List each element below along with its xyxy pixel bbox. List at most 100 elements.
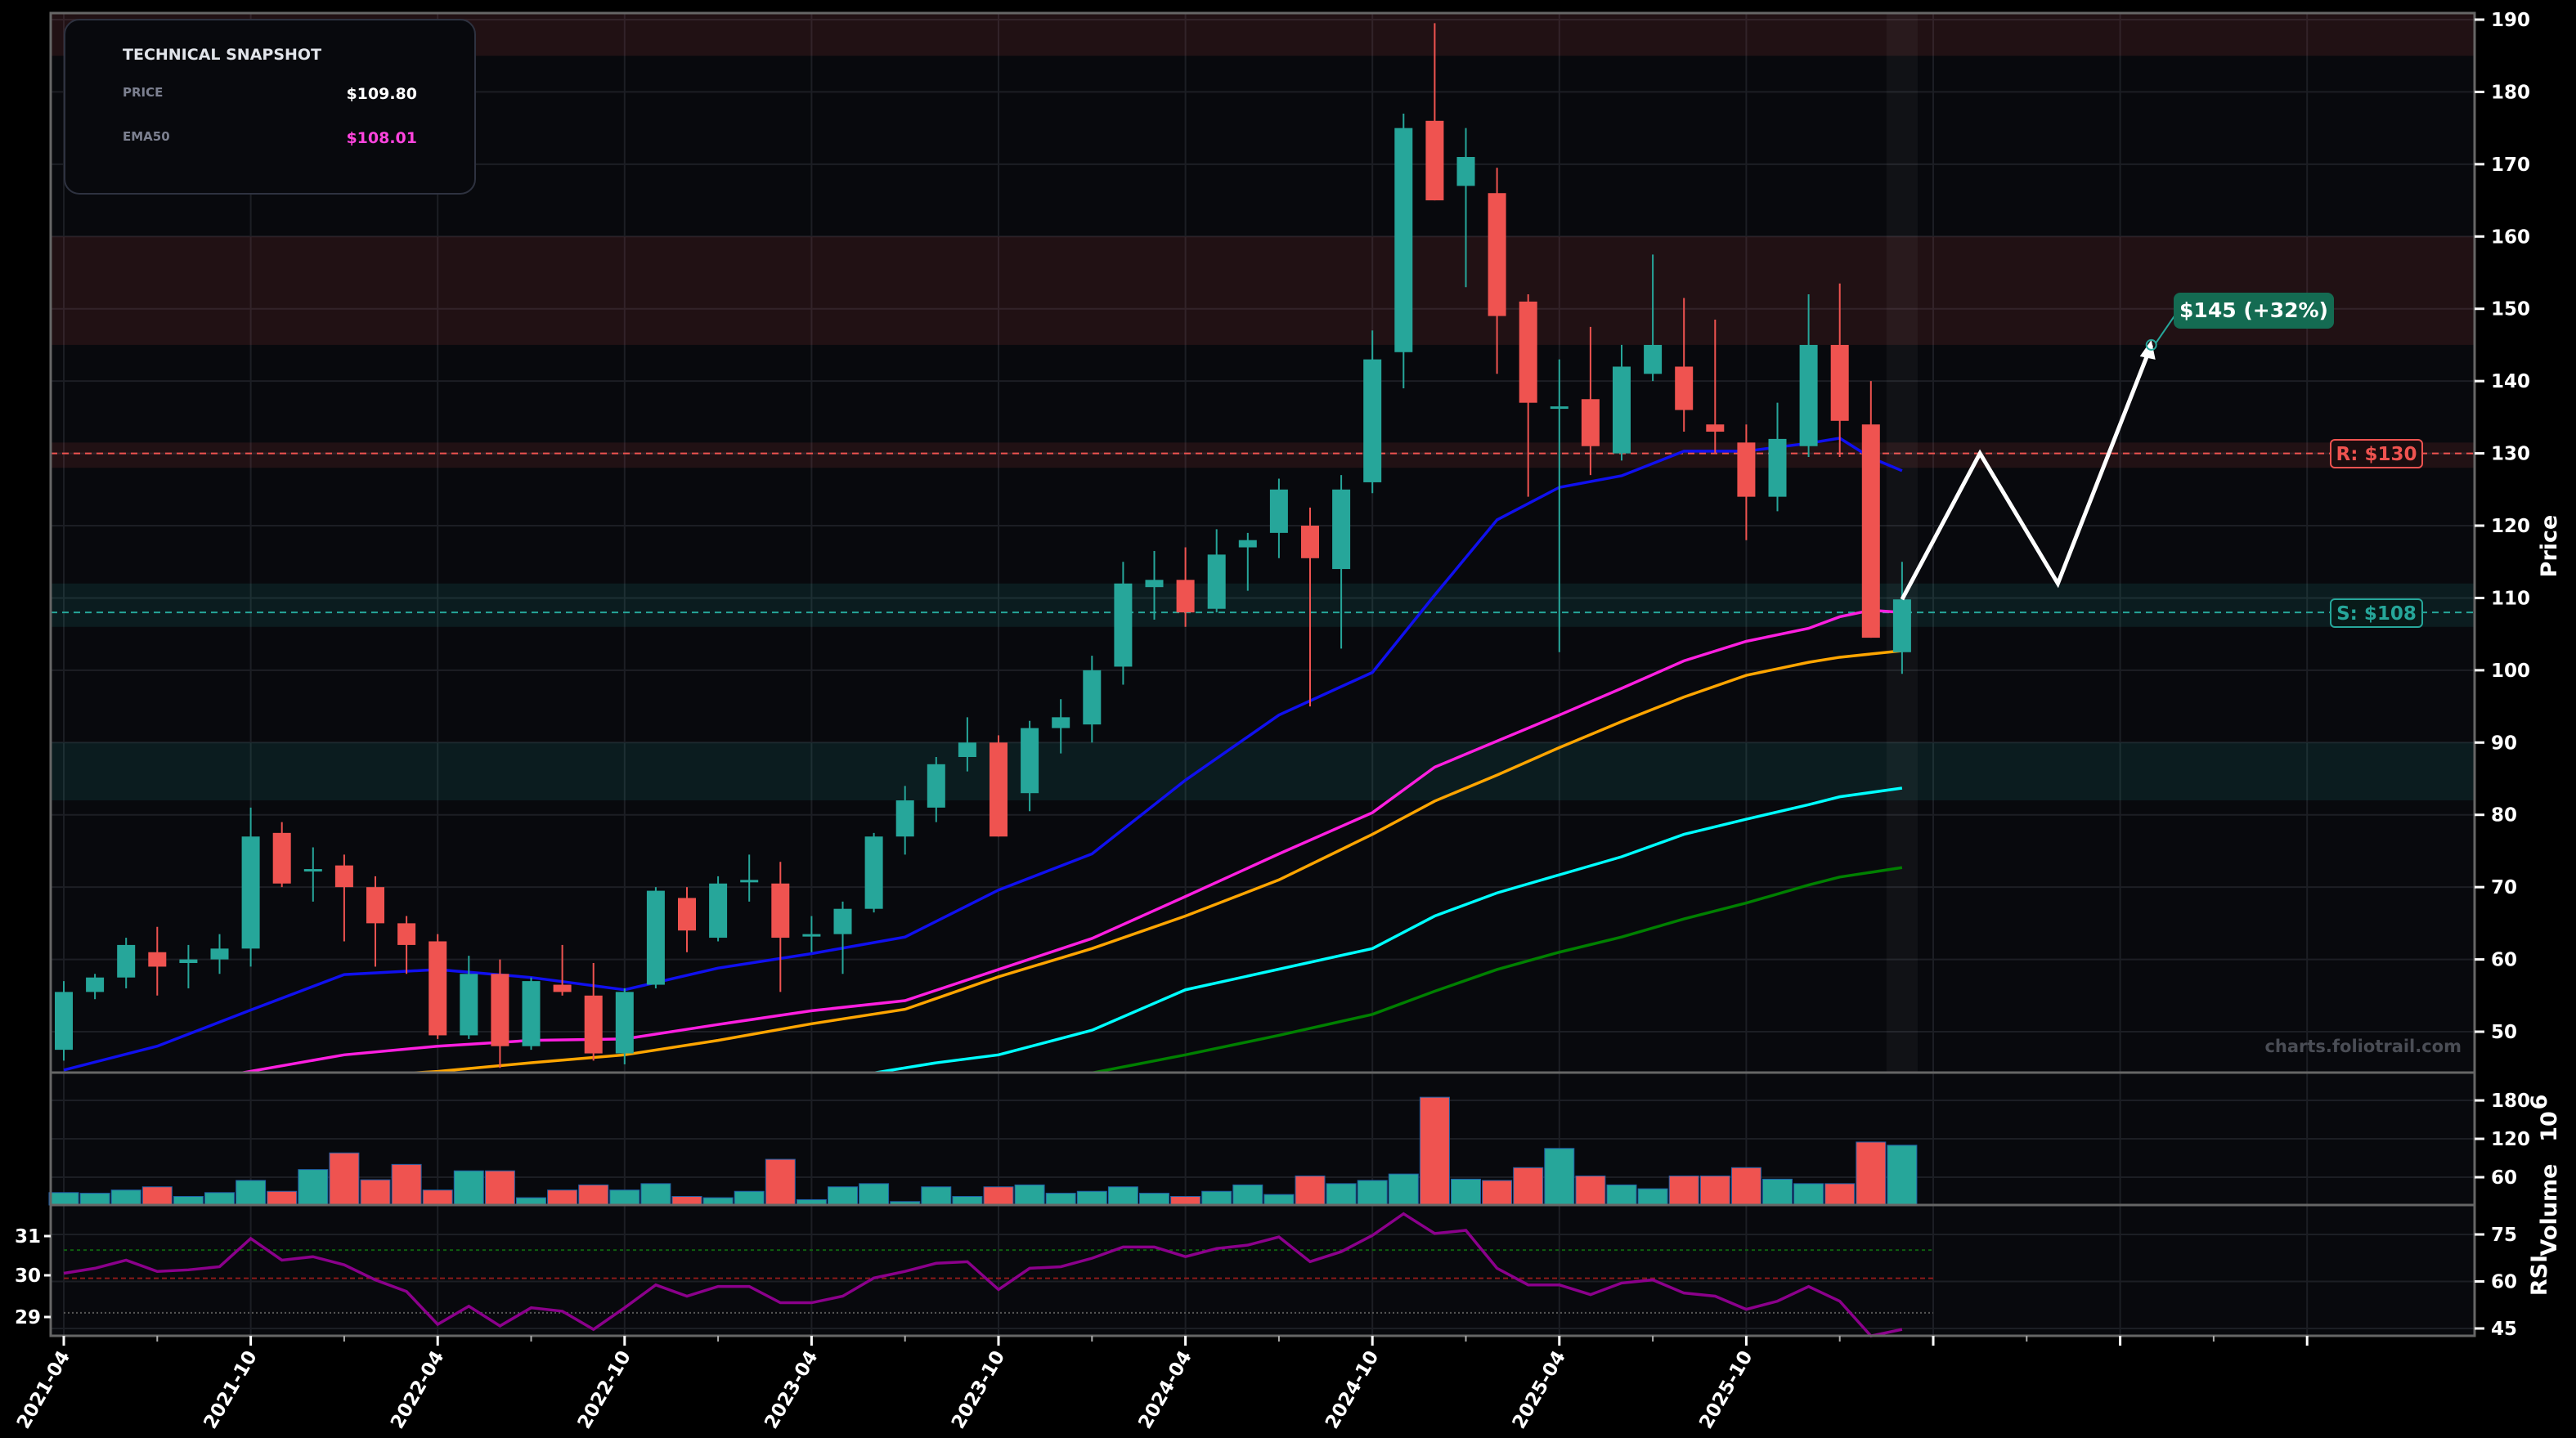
price-tick-label: 180	[2491, 82, 2530, 103]
candle-body	[833, 908, 852, 934]
candle-body	[1021, 728, 1039, 794]
price-tick-label: 130	[2491, 444, 2530, 465]
price-tick-label: 80	[2491, 805, 2517, 827]
candle-body	[771, 883, 790, 939]
volume-bar	[921, 1186, 952, 1206]
ma-line-ema_cyan	[873, 786, 1903, 1073]
price-tick-label: 110	[2491, 588, 2530, 609]
volume-axis-exp: 10	[2537, 1111, 2562, 1142]
snapshot-price-label: PRICE	[123, 85, 163, 100]
candle-body	[1269, 489, 1288, 533]
volume-bar	[1388, 1173, 1419, 1206]
volume-bar	[48, 1192, 79, 1206]
volume-bar	[547, 1189, 578, 1206]
candle-body	[1861, 424, 1880, 638]
candle-body	[1207, 554, 1226, 609]
support-zone	[51, 583, 2475, 627]
volume-bar	[1513, 1167, 1544, 1206]
candle-body	[927, 764, 945, 808]
rsi-panel	[51, 1205, 2475, 1336]
volume-bar	[1668, 1175, 1699, 1206]
candle-body	[397, 923, 416, 945]
volume-tick-label: 120	[2491, 1129, 2530, 1150]
candle-body	[864, 836, 883, 909]
volume-bar	[329, 1152, 360, 1206]
rsi-tick-label: 75	[2491, 1225, 2517, 1246]
target-label: $145 (+32%)	[2174, 293, 2334, 329]
volume-bar	[298, 1169, 329, 1206]
volume-bar	[1263, 1194, 1295, 1206]
candles	[55, 23, 1911, 1068]
volume-bar	[1139, 1193, 1169, 1206]
projection-path	[1900, 344, 2154, 601]
rsi-tick-label: 45	[2491, 1319, 2517, 1340]
panel-frame	[49, 1203, 2476, 1337]
candle-body	[1145, 580, 1164, 588]
snapshot-price-value: $109.80	[346, 85, 417, 103]
rsi-tick-label: 60	[2491, 1271, 2517, 1292]
candle-body	[1706, 424, 1725, 432]
volume-axis-label: Volume	[2537, 1164, 2562, 1257]
volume-bar	[671, 1196, 702, 1206]
volume-bar	[734, 1190, 765, 1206]
candle-body	[1892, 599, 1911, 652]
gridlines	[51, 13, 2475, 1336]
volume-bar	[453, 1170, 484, 1206]
volume-bar	[1295, 1175, 1326, 1206]
candle-body	[1675, 366, 1694, 410]
price-tick-label: 190	[2491, 10, 2530, 31]
volume-bar	[360, 1179, 391, 1206]
volume-bar	[422, 1189, 453, 1206]
volume-bar	[110, 1189, 141, 1206]
volume-axis-title: Volume 10 6	[2527, 1095, 2562, 1257]
watermark: charts.foliotrail.com	[2264, 1037, 2462, 1056]
volume-bar	[1326, 1183, 1357, 1206]
candle-body	[148, 952, 167, 967]
candle-body	[958, 742, 976, 757]
volume-bar	[1699, 1175, 1730, 1206]
candle-body	[646, 890, 665, 985]
technical-snapshot-panel: TECHNICAL SNAPSHOT PRICE $109.80 EMA50 $…	[64, 19, 476, 195]
volume-bar	[609, 1189, 640, 1206]
support-label-text: S: $108	[2336, 603, 2417, 625]
volume-bar	[1232, 1184, 1263, 1206]
volume-bar	[983, 1186, 1014, 1206]
resistance-label: R: $130	[2330, 439, 2423, 468]
projection-arrowhead	[2139, 339, 2156, 360]
candle-body	[678, 898, 696, 931]
resistance-zone	[51, 442, 2475, 468]
ma-line-ema_green	[1091, 866, 1903, 1073]
price-tick-label: 150	[2491, 299, 2530, 320]
candle-body	[740, 880, 759, 883]
candle-body	[1394, 128, 1413, 352]
target-marker	[2145, 338, 2157, 351]
volume-bar	[236, 1180, 267, 1206]
rsi	[63, 1212, 1933, 1338]
volume-bar	[1201, 1190, 1232, 1206]
rsi-axis-title: RSI	[2527, 1255, 2552, 1296]
volume-bar	[1014, 1184, 1045, 1206]
volume-tick-label: 180	[2491, 1091, 2530, 1112]
candle-body	[1519, 301, 1537, 403]
candle-body	[553, 984, 572, 992]
candle-body	[303, 869, 322, 872]
volume-bar	[1887, 1145, 1918, 1206]
price-tick-label: 90	[2491, 732, 2517, 754]
candle-body	[55, 992, 73, 1051]
volume-bar	[1451, 1178, 1481, 1206]
candle-body	[1083, 670, 1102, 725]
candle-body	[1830, 344, 1849, 421]
rsi-left-tick-label: 29	[15, 1307, 41, 1328]
ma-line-ema_orange	[393, 649, 1903, 1073]
candle-body	[491, 974, 509, 1046]
candle-body	[1363, 359, 1382, 482]
volume-bar	[1793, 1183, 1824, 1206]
projection	[1900, 314, 2176, 601]
candle-body	[272, 832, 291, 884]
resistance-zone	[51, 236, 2475, 345]
volume-bar	[484, 1170, 515, 1206]
candle-body	[1488, 193, 1506, 316]
volume-bar	[141, 1186, 173, 1206]
candle-body	[366, 887, 384, 924]
candle-body	[1799, 344, 1818, 446]
